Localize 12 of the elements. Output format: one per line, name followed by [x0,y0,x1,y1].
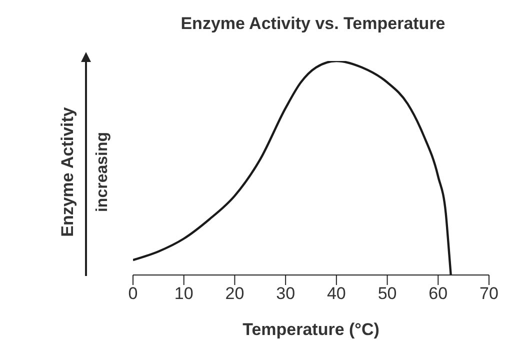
x-tick-label: 0 [128,284,138,304]
x-tick-label: 20 [225,284,244,304]
x-tick-label: 40 [326,284,346,304]
x-axis-title: Temperature (°C) [242,320,380,340]
x-tick-label: 10 [174,284,194,304]
x-tick-label: 50 [378,284,397,304]
text: increasing [94,132,112,212]
x-tick-label: 70 [480,284,498,304]
chart-title: Enzyme Activity vs. Temperature [180,14,446,34]
x-tick-label: 60 [428,284,448,304]
x-tick-label: 30 [276,284,296,304]
y-axis-title: Enzyme Activity [58,107,78,237]
